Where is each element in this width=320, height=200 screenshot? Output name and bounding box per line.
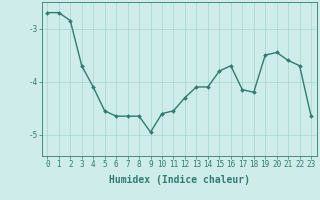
X-axis label: Humidex (Indice chaleur): Humidex (Indice chaleur) — [109, 175, 250, 185]
